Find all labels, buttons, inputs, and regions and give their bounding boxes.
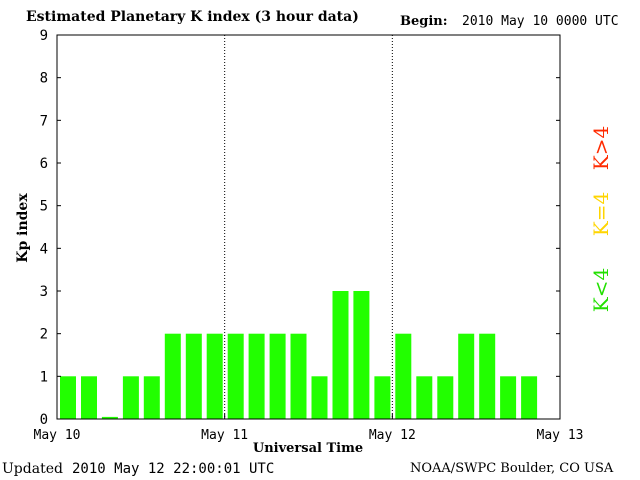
y-tick-label: 1 [40, 369, 48, 385]
kp-bar [395, 333, 412, 419]
kp-bar [332, 291, 349, 419]
y-tick-label: 0 [40, 412, 48, 428]
legend-item: K<4 [589, 268, 613, 312]
updated-value: 2010 May 12 22:00:01 UTC [72, 461, 275, 477]
kp-bar [185, 333, 202, 419]
kp-bar [227, 333, 244, 419]
kp-bar [416, 376, 433, 419]
begin-label: Begin: [400, 14, 448, 29]
y-tick-label: 2 [40, 327, 48, 343]
x-tick-label: May 13 [537, 428, 584, 443]
kp-bar [122, 376, 139, 419]
x-tick-label: May 12 [369, 428, 416, 443]
kp-bar [500, 376, 517, 419]
y-tick-label: 8 [40, 71, 48, 87]
chart-title: Estimated Planetary K index (3 hour data… [26, 9, 359, 25]
begin-value: 2010 May 10 0000 UTC [462, 14, 619, 29]
kp-bar [521, 376, 538, 419]
plot-frame [56, 34, 561, 420]
kp-bar [143, 376, 160, 419]
y-tick-label: 3 [40, 284, 48, 300]
kp-bar [206, 333, 223, 419]
kp-bar [353, 291, 370, 419]
x-tick-label: May 10 [34, 428, 81, 443]
kp-bar [479, 333, 496, 419]
y-tick-label: 6 [40, 156, 48, 172]
kp-bar [101, 416, 118, 419]
kp-bar [248, 333, 265, 419]
credit-text: NOAA/SWPC Boulder, CO USA [410, 461, 614, 476]
kp-bar [60, 376, 76, 419]
x-tick-label: May 11 [201, 428, 248, 443]
kp-bar [437, 376, 454, 419]
y-tick-label: 9 [40, 28, 48, 44]
kp-bar [458, 333, 475, 419]
y-tick-label: 7 [40, 113, 48, 129]
kp-bar [164, 333, 181, 419]
kp-bar [269, 333, 286, 419]
kp-bar [290, 333, 307, 419]
kp-bar [374, 376, 391, 419]
y-tick-label: 4 [40, 241, 48, 257]
y-tick-label: 5 [40, 199, 48, 215]
legend-item: K=4 [589, 192, 613, 236]
kp-bar [311, 376, 328, 419]
legend-item: K>4 [589, 126, 613, 170]
y-axis-label: Kp index [15, 193, 31, 263]
updated-label: Updated [2, 461, 63, 477]
kp-bar [81, 376, 97, 419]
x-axis-label: Universal Time [253, 441, 363, 456]
